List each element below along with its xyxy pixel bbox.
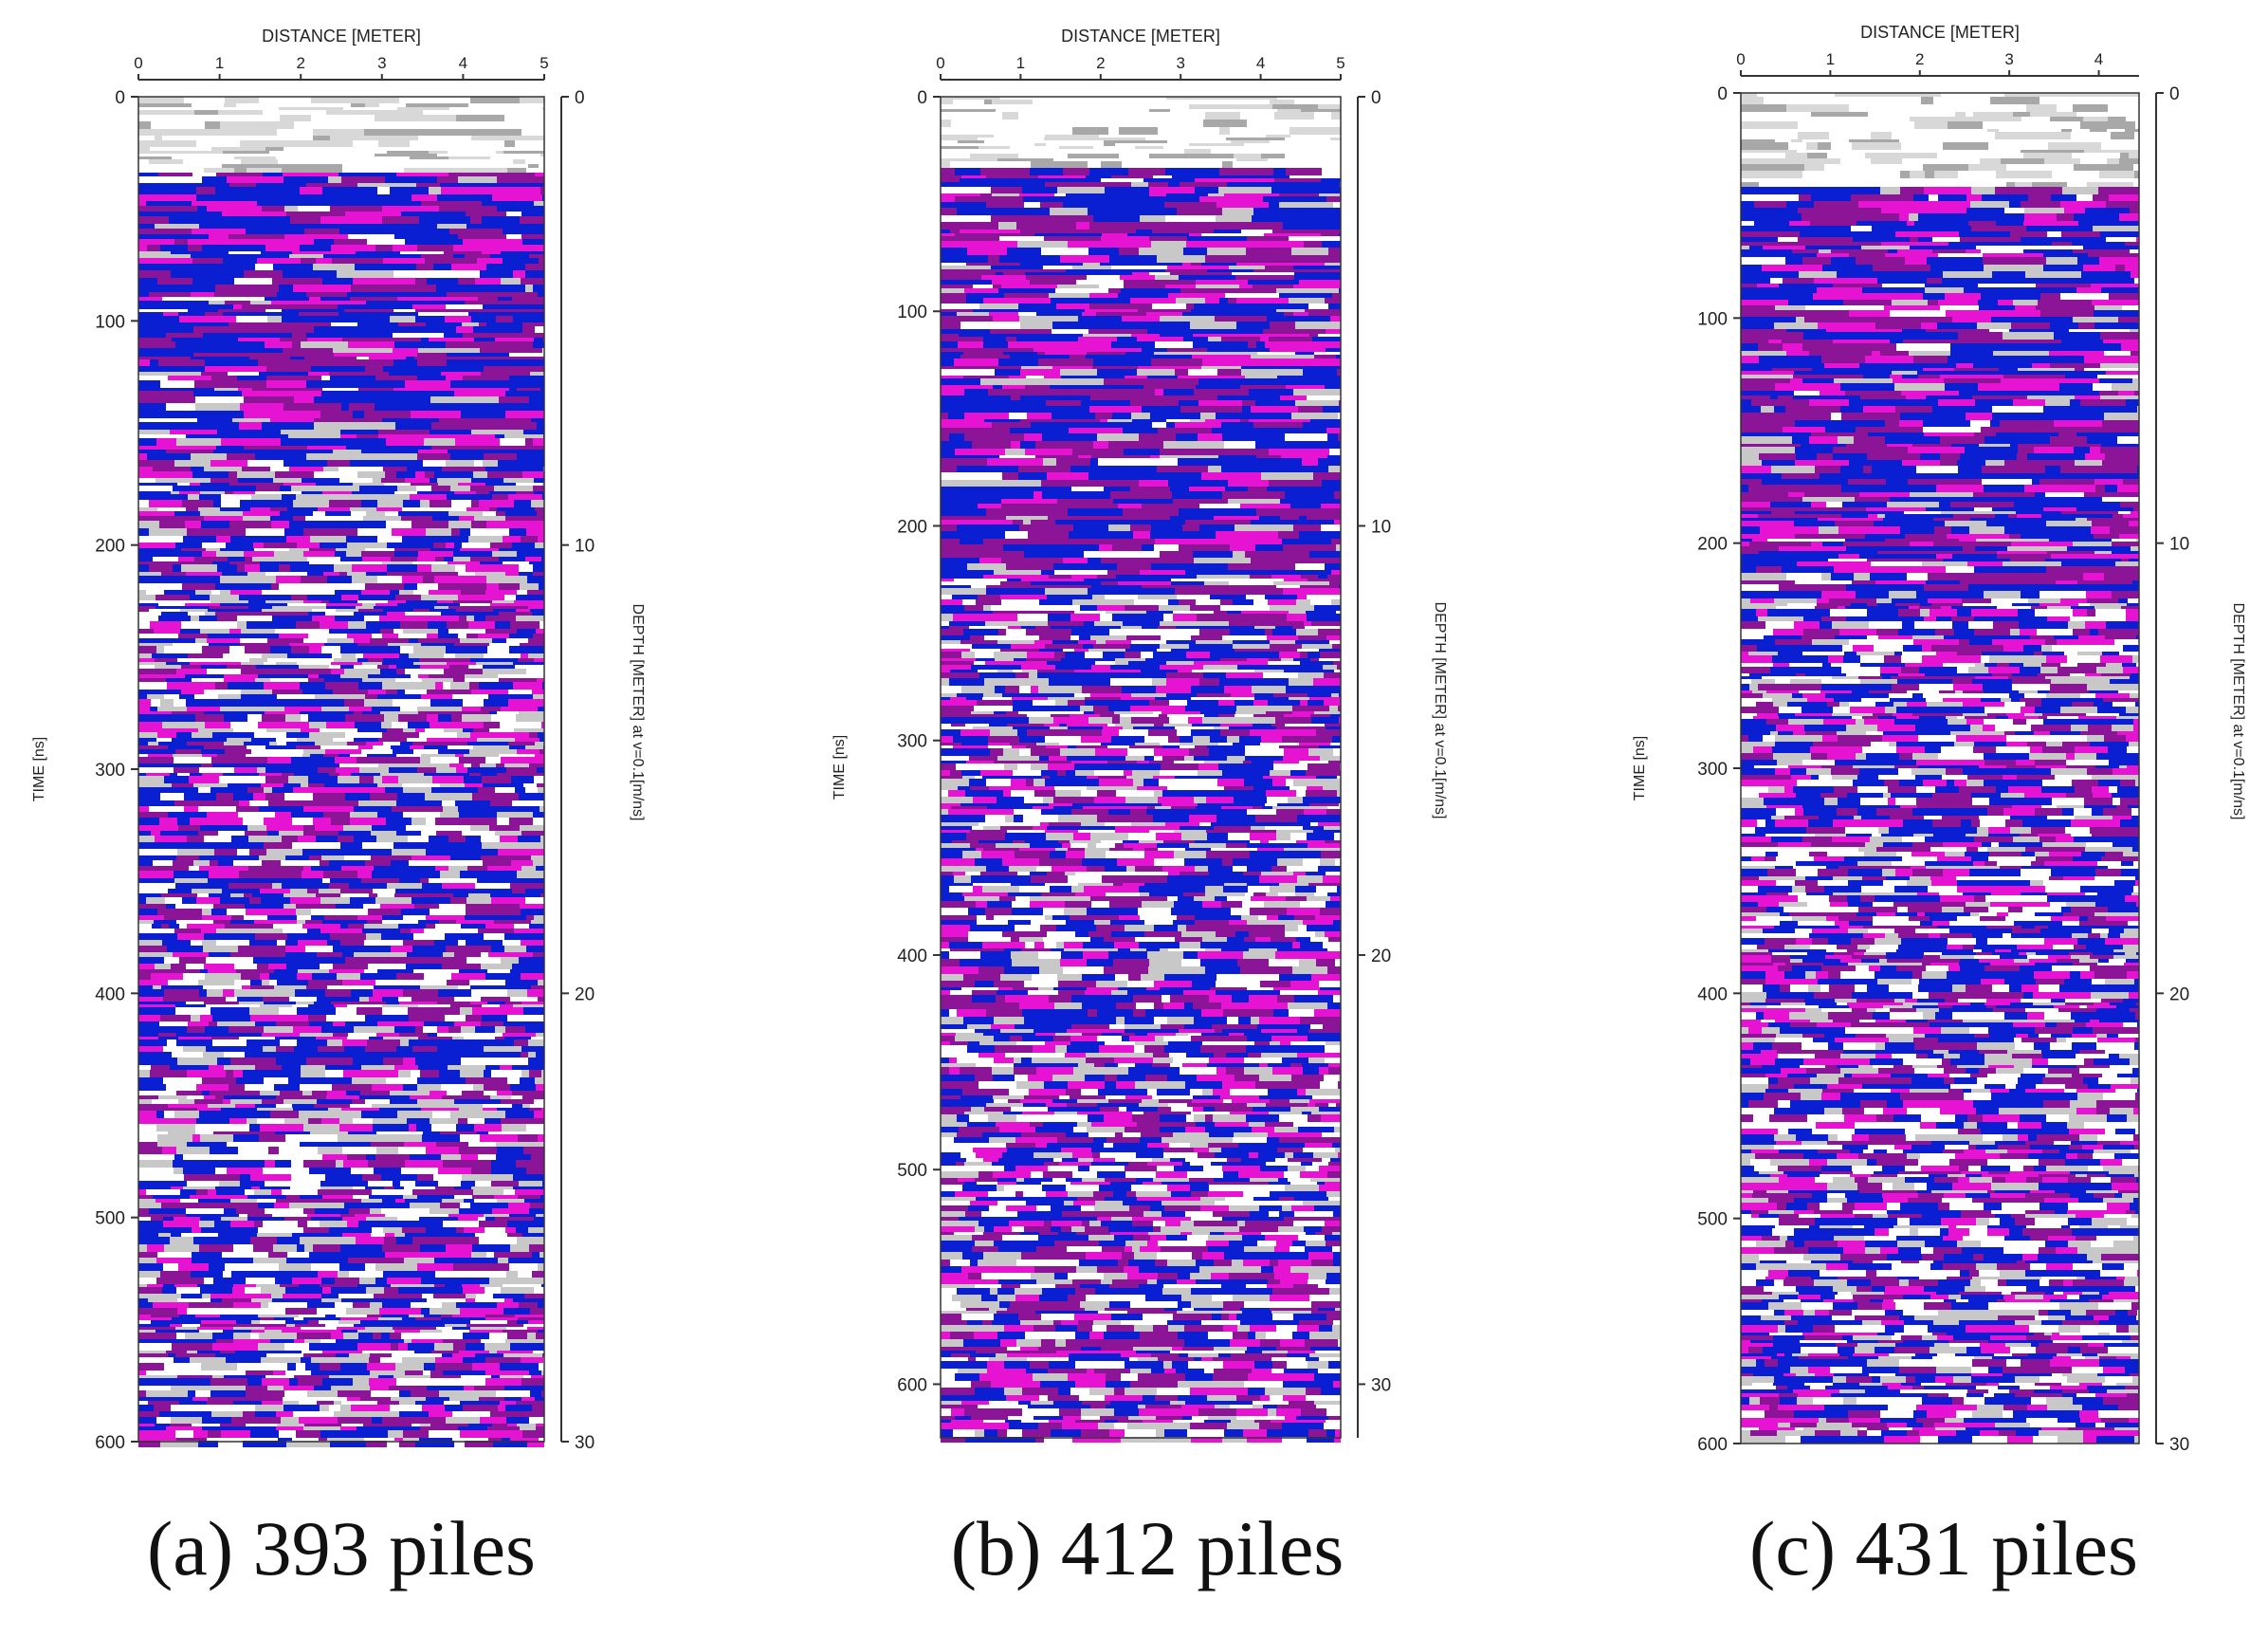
depth-tick-label: 20: [575, 984, 594, 1004]
top-tick-label: 3: [377, 54, 386, 72]
time-tick-label: 0: [917, 88, 927, 108]
depth-tick-label: 20: [1371, 947, 1391, 966]
top-tick-label: 1: [1016, 54, 1025, 72]
caption-b-value: 412 piles: [1060, 1505, 1344, 1591]
top-tick-label: 1: [215, 54, 224, 72]
time-tick-label: 300: [1697, 760, 1728, 780]
left-axis-label: TIME [ns]: [1632, 736, 1648, 800]
time-tick-label: 0: [1717, 84, 1728, 104]
top-tick-label: 5: [540, 54, 548, 72]
time-tick-label: 500: [1697, 1210, 1728, 1230]
depth-tick-label: 20: [2169, 984, 2189, 1004]
time-tick-label: 0: [115, 88, 125, 108]
caption-b-label: (b): [950, 1505, 1042, 1591]
depth-tick-label: 30: [575, 1433, 594, 1453]
top-tick-label: 2: [1915, 50, 1924, 68]
time-tick-label: 600: [95, 1433, 125, 1453]
top-tick-label: 4: [1256, 54, 1265, 72]
caption-c-value: 431 piles: [1855, 1505, 2138, 1591]
time-tick-label: 600: [897, 1375, 927, 1395]
top-tick-label: 4: [459, 54, 467, 72]
top-tick-label: 0: [936, 54, 944, 72]
time-tick-label: 200: [1697, 535, 1728, 555]
radargram-reflections: [941, 97, 1341, 1443]
time-tick-label: 100: [95, 312, 125, 332]
time-tick-label: 300: [95, 761, 125, 781]
top-axis-label: DISTANCE [METER]: [262, 27, 421, 46]
top-tick-label: 1: [1826, 50, 1835, 68]
depth-tick-label: 0: [1371, 88, 1381, 108]
top-tick-label: 4: [2094, 50, 2103, 68]
time-tick-label: 500: [897, 1161, 927, 1181]
time-tick-label: 200: [897, 517, 927, 537]
left-axis-label: TIME [ns]: [832, 735, 848, 800]
time-tick-label: 400: [95, 984, 125, 1004]
depth-tick-label: 0: [575, 88, 585, 108]
caption-panel-a: (a) 393 piles: [76, 1497, 607, 1601]
depth-tick-label: 10: [1371, 517, 1391, 537]
top-tick-label: 2: [1096, 54, 1105, 72]
time-tick-label: 500: [95, 1209, 125, 1229]
top-tick-label: 2: [296, 54, 304, 72]
time-tick-label: 100: [897, 303, 927, 322]
right-axis-label: DEPTH [METER] at v=0.1[m/ns]: [2230, 603, 2246, 820]
top-axis-label: DISTANCE [METER]: [1860, 23, 2020, 42]
caption-panel-c: (c) 431 piles: [1678, 1497, 2209, 1601]
caption-c-label: (c): [1749, 1505, 1837, 1591]
depth-tick-label: 0: [2169, 84, 2180, 104]
top-tick-label: 3: [2004, 50, 2013, 68]
right-axis-label: DEPTH [METER] at v=0.1[m/ns]: [630, 604, 646, 821]
time-tick-label: 400: [897, 947, 927, 966]
top-axis-label: DISTANCE [METER]: [1061, 27, 1220, 46]
time-tick-label: 600: [1697, 1435, 1728, 1455]
top-tick-label: 0: [1736, 50, 1745, 68]
radargram-frame: [940, 96, 1342, 1439]
depth-tick-label: 30: [1371, 1375, 1391, 1395]
time-tick-label: 300: [897, 732, 927, 752]
time-tick-label: 400: [1697, 984, 1728, 1004]
depth-tick-label: 10: [575, 537, 594, 557]
time-tick-label: 100: [1697, 309, 1728, 329]
depth-tick-label: 10: [2169, 535, 2189, 555]
time-tick-label: 200: [95, 537, 125, 557]
caption-a-value: 393 piles: [252, 1505, 536, 1591]
left-axis-label: TIME [ns]: [31, 737, 47, 801]
top-tick-label: 0: [134, 54, 142, 72]
top-tick-label: 5: [1336, 54, 1344, 72]
caption-panel-b: (b) 412 piles: [882, 1497, 1413, 1601]
right-axis-label: DEPTH [METER] at v=0.1[m/ns]: [1432, 602, 1448, 819]
caption-a-label: (a): [147, 1505, 234, 1591]
radargram-reflections: [138, 97, 544, 1447]
radargram-reflections: [1741, 93, 2139, 1444]
depth-tick-label: 30: [2169, 1435, 2189, 1455]
top-tick-label: 3: [1176, 54, 1184, 72]
